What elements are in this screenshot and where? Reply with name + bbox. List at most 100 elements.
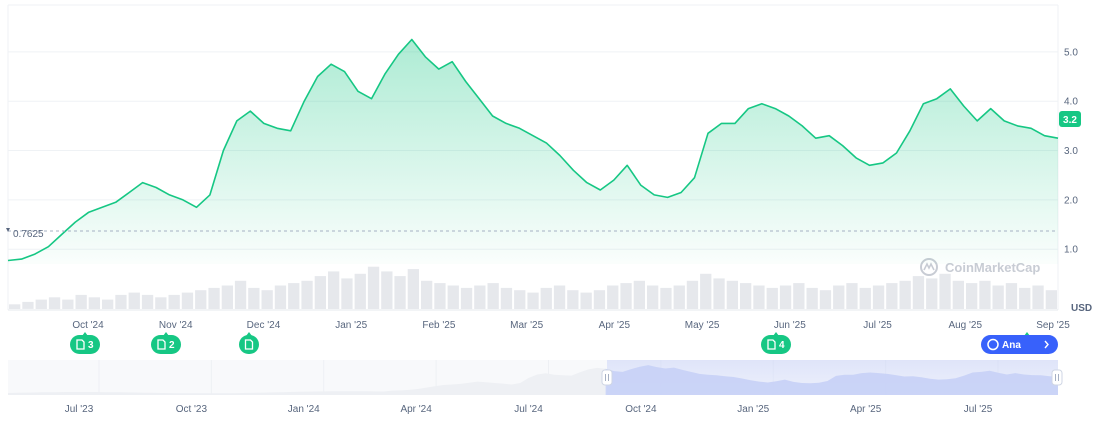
volume-bar xyxy=(886,283,898,309)
volume-bar xyxy=(407,269,419,309)
volume-bar xyxy=(381,271,393,309)
x-axis: Oct '24 Nov '24 Dec '24 Jan '25 Feb '25 Mar '… xyxy=(72,320,1070,331)
volume-bar xyxy=(500,287,513,310)
volume-bar xyxy=(9,304,21,309)
news-marker[interactable]: 4 xyxy=(761,332,791,354)
volume-bar xyxy=(221,285,233,309)
volume-bar xyxy=(248,287,260,310)
navigator-right-handle[interactable] xyxy=(1051,369,1063,386)
volume-bar xyxy=(580,292,592,309)
volume-bar xyxy=(1045,290,1057,309)
volume-bar xyxy=(740,283,752,309)
x-tick-label: May '25 xyxy=(685,320,720,331)
navigator-tick-label: Jul '25 xyxy=(964,404,993,415)
volume-bar xyxy=(155,297,167,310)
document-icon xyxy=(157,339,166,350)
navigator-area-outside xyxy=(8,367,606,395)
x-tick-label: Jul '25 xyxy=(863,320,892,331)
volume-bar xyxy=(434,283,446,309)
news-marker[interactable]: 2 xyxy=(151,332,181,354)
volume-bar xyxy=(208,287,220,310)
volume-bar xyxy=(540,287,552,310)
volume-bar xyxy=(859,287,871,310)
volume-bar xyxy=(966,283,978,309)
navigator-tick-label: Oct '23 xyxy=(176,404,208,415)
volume-bar xyxy=(567,290,579,309)
news-marker[interactable]: 3 xyxy=(70,332,100,354)
volume-bar xyxy=(22,301,34,309)
volume-bar xyxy=(700,273,712,310)
navigator-left-handle[interactable] xyxy=(601,369,613,386)
low-value-label: 0.7625 xyxy=(13,229,44,240)
range-navigator[interactable]: Jul '23 Oct '23 Jan '24 Apr '24 Jul '24 Oct '… xyxy=(8,360,1063,415)
chevron-right-icon xyxy=(1044,340,1049,349)
volume-bar xyxy=(912,276,925,309)
volume-bar xyxy=(128,292,140,309)
volume-bar xyxy=(833,285,845,309)
x-tick-label: Jan '25 xyxy=(335,320,367,331)
navigator-tick-label: Jul '23 xyxy=(65,404,94,415)
navigator-tick-label: Apr '24 xyxy=(400,404,432,415)
x-tick-label: Aug '25 xyxy=(948,320,982,331)
volume-bar xyxy=(939,273,951,310)
volume-bar xyxy=(88,297,100,310)
volume-bar xyxy=(62,299,74,309)
volume-bar xyxy=(952,280,964,309)
y-axis: 1.0 2.0 3.0 4.0 5.0 xyxy=(1064,47,1078,255)
volume-bar xyxy=(261,290,273,309)
analysis-button-label: Ana xyxy=(1002,340,1021,351)
volume-bar xyxy=(35,299,47,309)
news-marker-count: 2 xyxy=(169,340,175,351)
volume-bar xyxy=(620,283,632,309)
volume-bar xyxy=(274,285,287,309)
y-tick-label: 1.0 xyxy=(1064,245,1078,256)
volume-bar xyxy=(819,290,832,309)
volume-bar xyxy=(102,299,114,309)
volume-bar xyxy=(872,285,885,309)
current-price-value: 3.2 xyxy=(1063,115,1077,126)
volume-bar xyxy=(647,285,659,309)
volume-bar xyxy=(474,285,486,309)
volume-bar xyxy=(793,283,805,309)
volume-bar xyxy=(460,287,473,310)
volume-bar xyxy=(926,278,938,309)
volume-bar xyxy=(447,285,459,309)
volume-bar xyxy=(195,290,207,309)
volume-bar xyxy=(753,285,765,309)
navigator-tick-label: Jan '25 xyxy=(737,404,769,415)
volume-bar xyxy=(660,287,672,310)
news-marker-count: 3 xyxy=(88,340,94,351)
volume-bar xyxy=(766,287,778,310)
volume-bar xyxy=(779,285,792,309)
x-tick-label: Sep '25 xyxy=(1036,320,1070,331)
volume-bar xyxy=(328,271,340,309)
news-marker-count: 4 xyxy=(779,340,785,351)
volume-bars xyxy=(9,266,1057,310)
news-markers[interactable]: 3 2 4 xyxy=(70,332,1037,354)
volume-bar xyxy=(354,273,366,310)
navigator-area-selected xyxy=(605,365,1058,395)
volume-bar xyxy=(314,276,326,309)
volume-bar xyxy=(141,294,154,309)
navigator-x-axis: Jul '23 Oct '23 Jan '24 Apr '24 Jul '24 Oct '… xyxy=(65,404,993,415)
volume-bar xyxy=(527,292,539,309)
document-icon xyxy=(767,339,776,350)
current-price-tag: 3.2 xyxy=(1059,111,1081,127)
volume-bar xyxy=(607,285,619,309)
x-tick-label: Mar '25 xyxy=(510,320,543,331)
navigator-tick-label: Jul '24 xyxy=(514,404,543,415)
volume-bar xyxy=(1019,287,1031,310)
x-tick-label: Dec '24 xyxy=(247,320,281,331)
navigator-tick-label: Apr '25 xyxy=(850,404,882,415)
analysis-button[interactable]: Ana xyxy=(981,335,1058,354)
news-marker[interactable] xyxy=(239,332,259,354)
y-tick-label: 3.0 xyxy=(1064,146,1078,157)
volume-bar xyxy=(115,294,127,309)
volume-bar xyxy=(726,280,738,309)
price-area xyxy=(8,39,1058,264)
volume-bar xyxy=(593,290,606,309)
volume-bar xyxy=(806,287,818,310)
volume-bar xyxy=(48,297,61,310)
volume-bar xyxy=(367,266,380,309)
